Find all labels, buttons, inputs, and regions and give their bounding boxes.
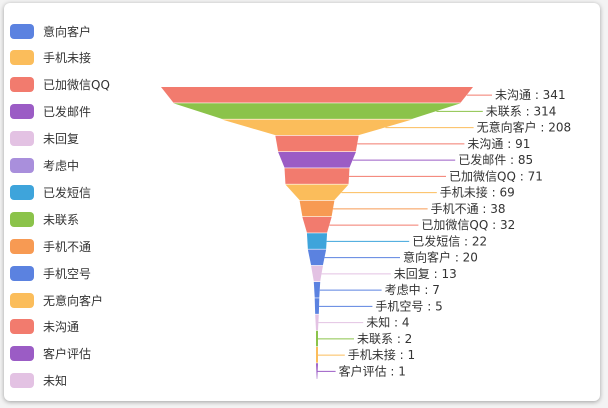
funnel-segment[interactable]: [311, 265, 323, 282]
legend-item[interactable]: 未知: [10, 371, 67, 391]
funnel-label: 已加微信QQ : 71: [449, 169, 543, 183]
funnel-segment[interactable]: [316, 363, 318, 379]
legend-swatch: [10, 373, 34, 389]
funnel-label: 手机未接 : 1: [348, 347, 415, 362]
legend-label: 手机空号: [43, 266, 92, 281]
legend-swatch: [10, 104, 34, 120]
funnel-label: 未知 : 4: [366, 316, 409, 330]
legend-swatch: [10, 319, 34, 335]
funnel-label: 已加微信QQ : 32: [421, 218, 515, 232]
funnel-segment[interactable]: [221, 119, 413, 136]
funnel-segment[interactable]: [278, 152, 356, 168]
legend-item[interactable]: 手机不通: [10, 236, 91, 256]
funnel-chart: 未沟通 : 341 未联系 : 314 无意向客户 : 208 未沟通 : 91已发邮…: [161, 87, 572, 379]
legend-swatch: [10, 77, 34, 93]
legend-label: 手机不通: [43, 239, 92, 254]
legend-swatch: [10, 238, 34, 254]
legend-swatch: [10, 265, 34, 281]
legend-item[interactable]: 已发邮件: [10, 102, 91, 122]
legend-item[interactable]: 未沟通: [10, 317, 79, 337]
funnel-label: 手机空号 : 5: [375, 299, 442, 313]
funnel-label: 未联系 : 314: [486, 104, 557, 118]
funnel-label: 手机不通 : 38: [431, 202, 506, 216]
funnel-label: 考虑中 : 7: [385, 282, 440, 297]
legend-label: 已发邮件: [43, 105, 92, 120]
legend-label: 客户评估: [43, 347, 92, 362]
legend-label: 已加微信QQ: [43, 78, 110, 93]
funnel-label: 已发短信 : 22: [412, 233, 487, 248]
legend-label: 未知: [43, 374, 68, 389]
funnel-segment[interactable]: [302, 217, 332, 233]
funnel-segment[interactable]: [307, 249, 327, 266]
legend-label: 未回复: [43, 132, 80, 147]
legend-item[interactable]: 已发短信: [10, 182, 91, 202]
funnel-segment[interactable]: [306, 233, 328, 249]
legend-item[interactable]: 客户评估: [10, 344, 91, 364]
legend-label: 手机未接: [43, 51, 92, 66]
funnel-label: 未联系 : 2: [357, 332, 412, 346]
legend-swatch: [10, 292, 34, 308]
funnel-segment[interactable]: [285, 184, 349, 201]
legend-label: 未沟通: [43, 320, 80, 335]
funnel-segment[interactable]: [313, 282, 321, 298]
legend-item[interactable]: 无意向客户: [10, 290, 103, 310]
funnel-segment[interactable]: [299, 200, 335, 217]
funnel-label: 未回复 : 13: [394, 267, 457, 281]
legend-swatch: [10, 346, 34, 362]
funnel-label: 客户评估 : 1: [339, 363, 406, 378]
funnel-segment[interactable]: [316, 347, 318, 363]
funnel-segment[interactable]: [314, 298, 320, 314]
funnel-label: 意向客户 : 20: [403, 250, 478, 265]
legend-swatch: [10, 131, 34, 147]
legend-item[interactable]: 手机未接: [10, 48, 91, 68]
funnel-label: 手机未接 : 69: [440, 185, 515, 200]
legend-item[interactable]: 手机空号: [10, 263, 91, 283]
funnel-label: 无意向客户 : 208: [477, 120, 572, 135]
funnel-segment[interactable]: [284, 168, 350, 184]
funnel-segment[interactable]: [275, 135, 359, 152]
legend-label: 考虑中: [43, 159, 80, 173]
funnel-segment[interactable]: [316, 330, 318, 347]
funnel-label: 未沟通 : 341: [495, 88, 566, 102]
legend-item[interactable]: 意向客户: [10, 21, 91, 41]
funnel-label: 已发邮件 : 85: [458, 152, 533, 167]
legend-item[interactable]: 已加微信QQ: [10, 75, 110, 95]
legend-item[interactable]: 考虑中: [10, 156, 79, 176]
legend-swatch: [10, 211, 34, 227]
legend-swatch: [10, 23, 34, 39]
legend-swatch: [10, 184, 34, 200]
legend-item[interactable]: 未回复: [10, 129, 79, 149]
legend-swatch: [10, 50, 34, 66]
funnel-segment[interactable]: [315, 314, 319, 331]
legend-label: 未联系: [43, 212, 80, 227]
funnel-segment[interactable]: [173, 103, 461, 119]
legend-label: 已发短信: [43, 185, 92, 200]
funnel-segment[interactable]: [161, 87, 473, 103]
legend-label: 意向客户: [43, 24, 92, 39]
legend-swatch: [10, 158, 34, 173]
chart-frame: 意向客户 手机未接 已加微信QQ 已发邮件 未回复 考虑中 已发短信 未联系 手机不通 手机空号无…: [4, 3, 600, 401]
legend-item[interactable]: 未联系: [10, 209, 79, 229]
legend-label: 无意向客户: [43, 293, 104, 308]
funnel-label: 未沟通 : 91: [467, 137, 530, 151]
